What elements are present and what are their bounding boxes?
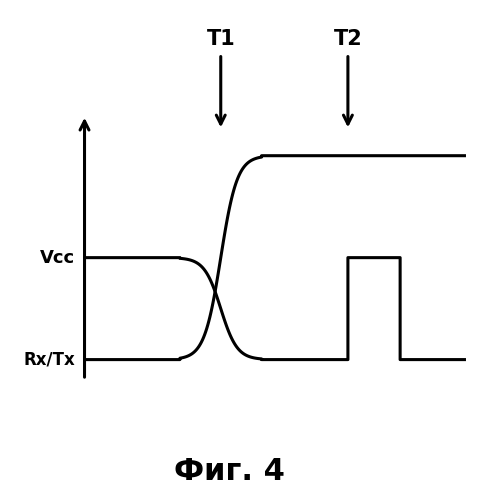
Text: T1: T1 — [206, 28, 235, 48]
Text: Фиг. 4: Фиг. 4 — [175, 457, 285, 486]
Text: Rx/Tx: Rx/Tx — [24, 350, 75, 368]
Text: T2: T2 — [333, 28, 362, 48]
Text: Vcc: Vcc — [40, 248, 75, 266]
